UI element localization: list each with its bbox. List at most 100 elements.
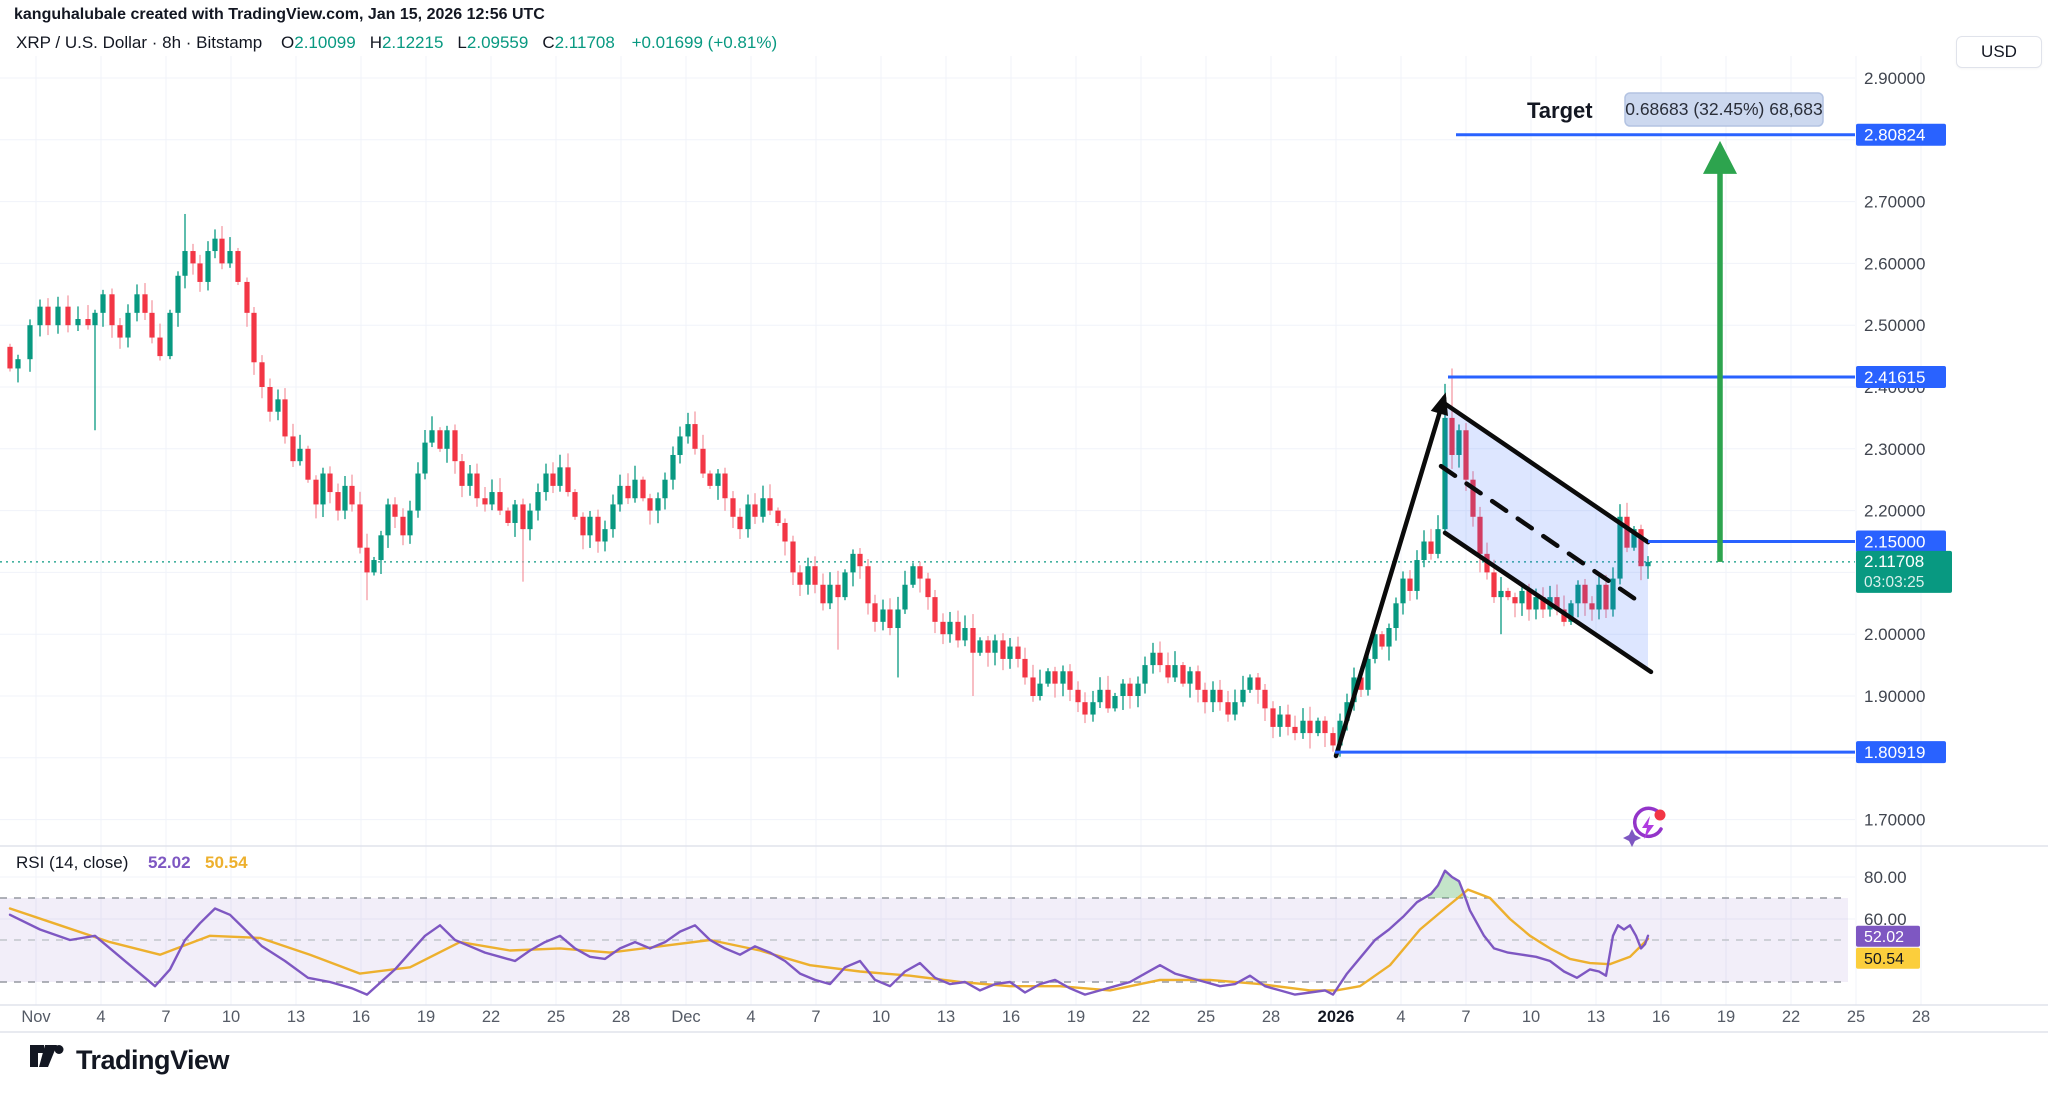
candle[interactable] <box>1575 580 1581 618</box>
candle[interactable] <box>1596 576 1602 620</box>
candle[interactable] <box>1210 681 1216 713</box>
candle[interactable] <box>467 464 473 496</box>
candle[interactable] <box>1195 665 1201 703</box>
candle[interactable] <box>327 466 333 504</box>
candle[interactable] <box>149 300 155 344</box>
candle[interactable] <box>707 470 713 489</box>
candle[interactable] <box>1463 423 1469 491</box>
candle[interactable] <box>259 355 265 399</box>
candle[interactable] <box>662 472 668 510</box>
candle[interactable] <box>1379 631 1385 650</box>
candle[interactable] <box>857 548 863 579</box>
candle[interactable] <box>917 561 923 593</box>
candle[interactable] <box>962 615 968 647</box>
candle[interactable] <box>992 634 998 666</box>
candle[interactable] <box>985 635 991 667</box>
candle[interactable] <box>212 229 218 259</box>
candle[interactable] <box>745 494 751 538</box>
candle[interactable] <box>37 299 43 337</box>
candle[interactable] <box>342 475 348 520</box>
candle[interactable] <box>1255 673 1261 704</box>
candle[interactable] <box>305 445 311 483</box>
candle[interactable] <box>1037 669 1043 701</box>
candle[interactable] <box>527 503 533 541</box>
candle[interactable] <box>1505 587 1511 601</box>
candle[interactable] <box>730 491 736 529</box>
symbol-title[interactable]: XRP / U.S. Dollar · 8h · Bitstamp <box>16 33 263 52</box>
candle[interactable] <box>65 295 71 333</box>
candle[interactable] <box>27 319 33 372</box>
candle[interactable] <box>1082 692 1088 724</box>
candle[interactable] <box>947 611 953 643</box>
candle[interactable] <box>1400 571 1406 615</box>
candle[interactable] <box>182 213 188 289</box>
candle[interactable] <box>1120 679 1126 710</box>
candle[interactable] <box>1617 504 1623 585</box>
candle[interactable] <box>415 462 421 518</box>
candle[interactable] <box>543 463 549 501</box>
tradingview-logo[interactable]: TradingView <box>30 1040 230 1080</box>
candle[interactable] <box>865 559 871 615</box>
candle[interactable] <box>1135 676 1141 708</box>
pole-trend-arrow[interactable] <box>1333 395 1447 759</box>
candle[interactable] <box>1052 666 1058 698</box>
candle[interactable] <box>595 509 601 553</box>
candle[interactable] <box>422 430 428 480</box>
candle[interactable] <box>1142 656 1148 694</box>
candle[interactable] <box>1498 576 1504 635</box>
candle[interactable] <box>797 565 803 597</box>
candle[interactable] <box>835 570 841 650</box>
candle[interactable] <box>452 424 458 474</box>
candle[interactable] <box>1568 600 1574 625</box>
candle[interactable] <box>925 572 931 610</box>
candle[interactable] <box>610 494 616 538</box>
candle[interactable] <box>1172 651 1178 682</box>
candle[interactable] <box>1045 668 1051 687</box>
candle[interactable] <box>1097 677 1103 708</box>
candle[interactable] <box>175 271 181 327</box>
candle[interactable] <box>677 426 683 464</box>
candle[interactable] <box>1007 638 1013 669</box>
candle[interactable] <box>1519 585 1525 616</box>
candle[interactable] <box>827 572 833 610</box>
candle[interactable] <box>1407 570 1413 601</box>
candle[interactable] <box>602 520 608 552</box>
candle[interactable] <box>7 343 13 372</box>
candle[interactable] <box>647 493 653 525</box>
candle[interactable] <box>75 306 81 332</box>
candle[interactable] <box>371 556 377 576</box>
candle[interactable] <box>617 474 623 512</box>
candle[interactable] <box>109 288 115 338</box>
candle[interactable] <box>1202 682 1208 714</box>
candle[interactable] <box>400 508 406 546</box>
candle[interactable] <box>1015 636 1021 668</box>
candle[interactable] <box>15 354 21 383</box>
candle[interactable] <box>1315 717 1321 737</box>
candle[interactable] <box>125 304 131 348</box>
candle[interactable] <box>632 465 638 503</box>
candle[interactable] <box>190 243 196 275</box>
candle[interactable] <box>1285 704 1291 736</box>
candle[interactable] <box>100 289 106 327</box>
candle[interactable] <box>535 483 541 521</box>
candle[interactable] <box>872 594 878 632</box>
candle[interactable] <box>1512 592 1518 618</box>
candle[interactable] <box>887 598 893 636</box>
candle[interactable] <box>655 492 661 524</box>
candle[interactable] <box>1428 528 1434 560</box>
candle[interactable] <box>512 499 518 537</box>
candle[interactable] <box>1449 368 1455 469</box>
candle[interactable] <box>752 493 758 524</box>
candle[interactable] <box>1414 550 1420 600</box>
candle[interactable] <box>364 533 370 601</box>
candle[interactable] <box>219 226 225 270</box>
candle[interactable] <box>45 298 51 336</box>
candle[interactable] <box>505 507 511 527</box>
candle[interactable] <box>1270 701 1276 739</box>
candle[interactable] <box>197 254 203 292</box>
candle[interactable] <box>1157 641 1163 673</box>
candle[interactable] <box>497 478 503 516</box>
candle[interactable] <box>520 498 526 582</box>
candle[interactable] <box>1421 530 1427 568</box>
